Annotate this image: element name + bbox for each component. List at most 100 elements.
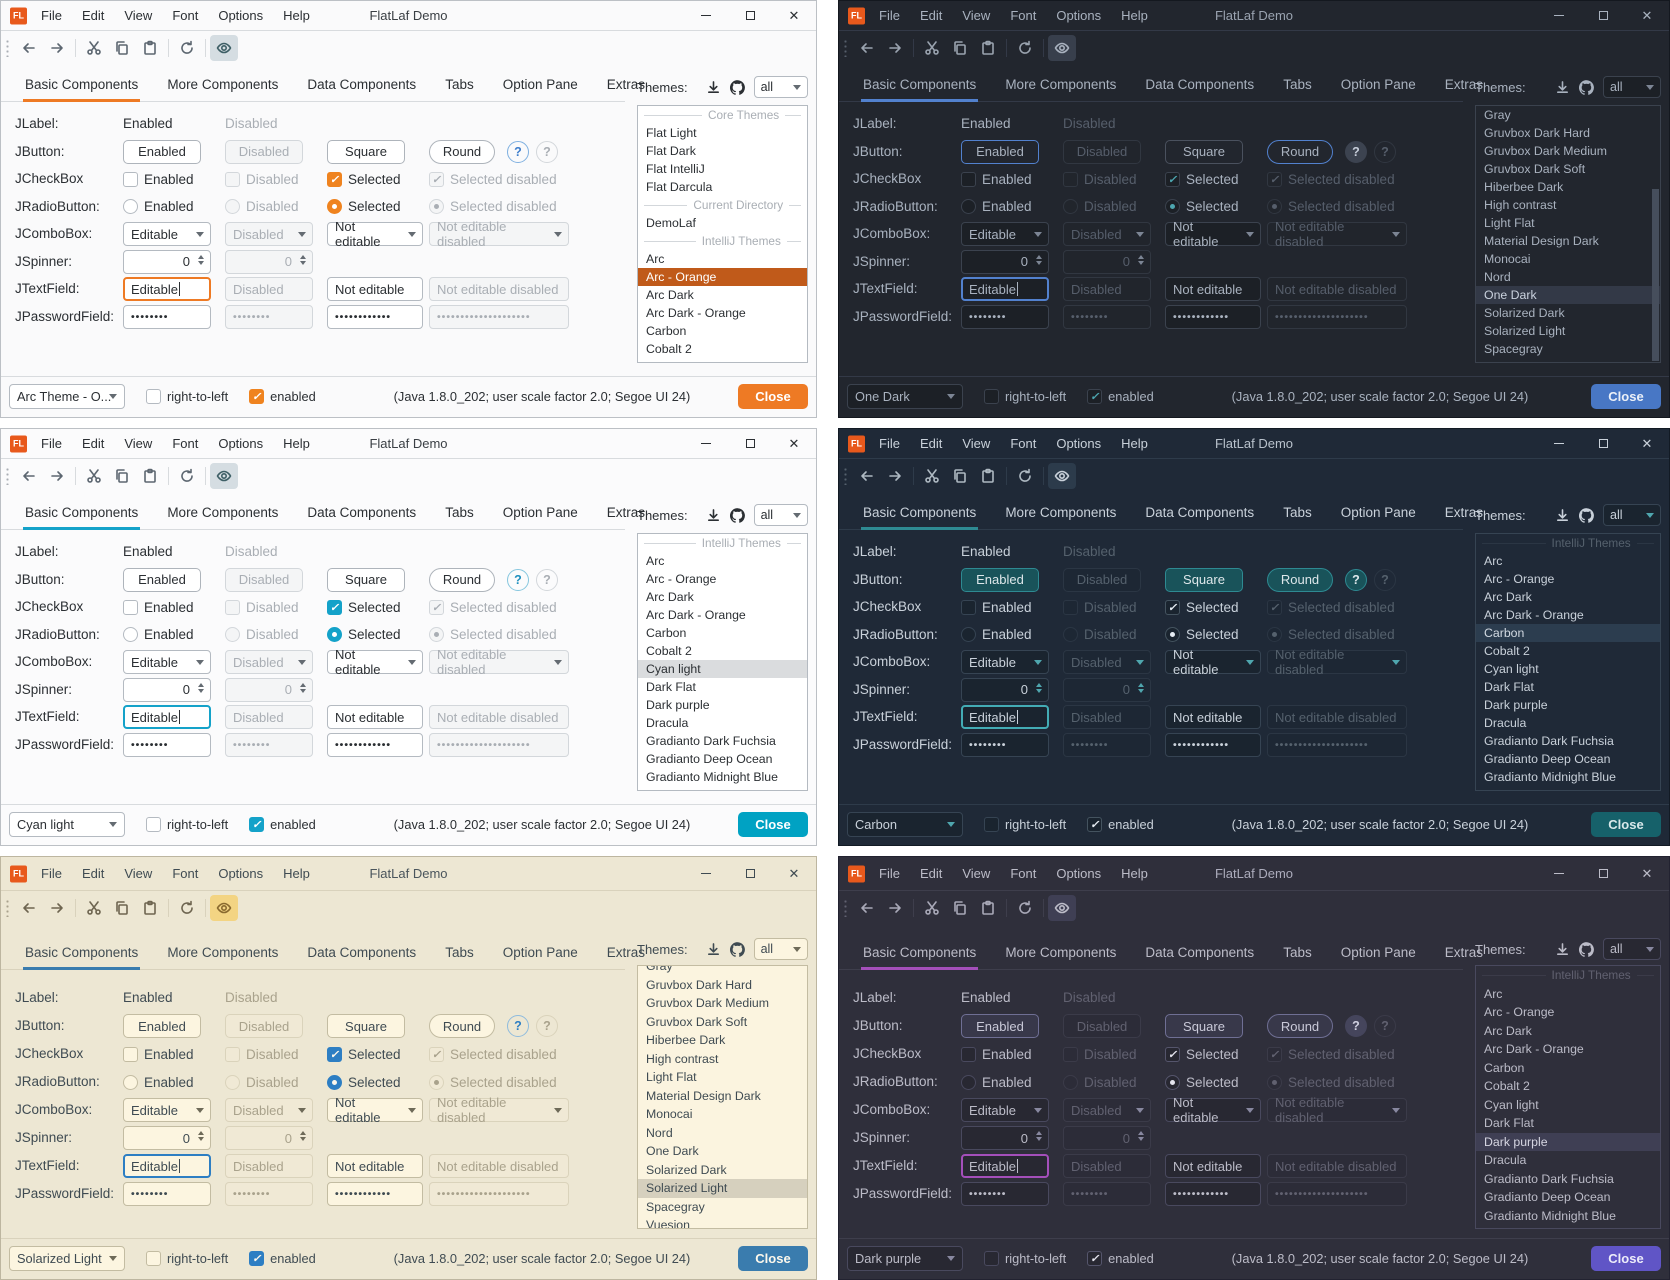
theme-list-item-dracula[interactable]: Dracula [646,716,689,730]
menu-file[interactable]: File [879,866,900,881]
combobox-not-editable[interactable]: Not editable [1165,1095,1261,1125]
checkbox-selected[interactable]: Selected [327,594,401,620]
help-button[interactable]: ? [1345,140,1367,163]
cut-button[interactable] [80,35,108,61]
round-button[interactable]: Round [1267,1014,1333,1038]
tab-more-components[interactable]: More Components [167,945,279,960]
minimize-button[interactable] [684,1,728,30]
theme-list-item-solarized-dark[interactable]: Solarized Dark [1484,306,1565,320]
enabled-checkbox[interactable]: enabled [249,388,316,404]
theme-list-item-gradianto-deep-ocean[interactable]: Gradianto Deep Ocean [1484,752,1611,766]
spinner-arrows-icon[interactable] [1036,1131,1042,1141]
combobox-not-editable[interactable]: Not editable [327,1095,423,1125]
theme-list-item-gruvbox-dark-hard[interactable]: Gruvbox Dark Hard [646,977,752,992]
checkbox-enabled[interactable]: Enabled [961,166,1032,192]
theme-list[interactable]: IntelliJ Themes Arc Arc - Orange Arc Dark Ar… [637,533,808,791]
theme-list-item-spacegray[interactable]: Spacegray [646,1199,705,1214]
show-hidden-toggle-button[interactable] [1048,35,1076,61]
theme-list-item-gradianto-dark-fuchsia[interactable]: Gradianto Dark Fuchsia [646,734,776,748]
paste-button[interactable] [136,895,164,921]
square-button[interactable]: Square [1165,1014,1243,1038]
theme-list-item-arc[interactable]: Arc [646,554,665,568]
spinner-arrows-icon[interactable] [1036,682,1042,693]
github-button[interactable] [1579,941,1594,957]
minimize-button[interactable] [1537,429,1581,458]
theme-list-item-carbon[interactable]: Carbon [1476,624,1660,642]
tab-option-pane[interactable]: Option Pane [1340,945,1416,960]
github-button[interactable] [729,507,745,523]
close-button[interactable]: Close [738,1245,808,1271]
theme-list-item-vuesion[interactable]: Vuesion [646,1218,690,1229]
spinner-arrows-icon[interactable] [198,254,204,265]
checkbox-selected[interactable]: Selected [327,166,401,192]
toolbar-grip[interactable] [6,899,9,917]
theme-list-item-arc-orange[interactable]: Arc - Orange [1484,572,1555,586]
theme-list-item-gruvbox-dark-medium[interactable]: Gruvbox Dark Medium [646,996,770,1010]
menu-view[interactable]: View [962,8,991,23]
menu-file[interactable]: File [879,436,900,451]
radio-enabled[interactable]: Enabled [123,622,194,648]
theme-list[interactable]: IntelliJ Themes Arc Arc - Orange Arc Dark Ar… [1475,533,1661,791]
theme-list-item-cobalt-2[interactable]: Cobalt 2 [1484,1079,1530,1093]
close-button[interactable]: Close [1591,1245,1661,1271]
minimize-button[interactable] [1537,1,1581,30]
tab-option-pane[interactable]: Option Pane [502,77,578,92]
close-window-button[interactable]: ✕ [772,1,816,30]
close-window-button[interactable]: ✕ [1625,429,1669,458]
theme-list-item-gruvbox-dark-hard[interactable]: Gruvbox Dark Hard [1484,126,1590,140]
passwordfield-enabled[interactable]: •••••••• [961,732,1049,757]
forward-button[interactable] [881,35,909,61]
tab-data-components[interactable]: Data Components [307,505,417,520]
theme-list-item-gray[interactable]: Gray [646,965,673,973]
theme-list-item-arc-dark[interactable]: Arc Dark [646,590,694,604]
radio-enabled[interactable]: Enabled [961,1069,1032,1095]
theme-list[interactable]: IntelliJ Themes Arc Arc - Orange Arc Dark Ar… [1475,965,1661,1229]
tab-extras[interactable]: Extras [606,945,646,960]
textfield-not-editable[interactable]: Not editable [1165,1154,1261,1178]
spinner-enabled[interactable]: 0 [961,249,1049,274]
theme-list-item-flat-light[interactable]: Flat Light [646,126,697,140]
refresh-button[interactable] [173,35,201,61]
paste-button[interactable] [974,895,1002,921]
theme-list-item-arc-dark[interactable]: Arc Dark [1484,1023,1532,1038]
refresh-button[interactable] [173,895,201,921]
theme-list-item-dracula[interactable]: Dracula [1484,716,1527,730]
tab-extras[interactable]: Extras [1444,945,1484,960]
enabled-checkbox[interactable]: enabled [1087,816,1154,832]
copy-button[interactable] [946,463,974,489]
theme-list-item-solarized-light[interactable]: Solarized Light [638,1179,807,1198]
theme-list-item-dark-purple[interactable]: Dark purple [1476,1132,1660,1151]
tab-tabs[interactable]: Tabs [1283,77,1312,92]
right-to-left-checkbox[interactable]: right-to-left [984,388,1066,404]
maximize-button[interactable] [728,857,772,890]
combobox-editable[interactable]: Editable [123,222,211,246]
textfield-not-editable[interactable]: Not editable [327,705,423,729]
menu-view[interactable]: View [124,436,153,451]
theme-list-item-flat-dark[interactable]: Flat Dark [646,144,696,158]
paste-button[interactable] [136,35,164,61]
theme-list-item-demolaf[interactable]: DemoLaf [646,216,696,230]
textfield-not-editable[interactable]: Not editable [1165,277,1261,301]
radio-enabled[interactable]: Enabled [123,1069,194,1095]
theme-list-item-arc[interactable]: Arc [1484,554,1503,568]
theme-list-item-high-contrast[interactable]: High contrast [1484,198,1557,212]
radio-enabled[interactable]: Enabled [961,194,1032,220]
theme-list-item-arc-dark-orange[interactable]: Arc Dark - Orange [1484,1042,1584,1056]
square-button[interactable]: Square [327,1014,405,1038]
textfield-not-editable[interactable]: Not editable [327,1154,423,1178]
theme-list-item-cobalt-2[interactable]: Cobalt 2 [1484,644,1530,658]
maximize-button[interactable] [1581,1,1625,30]
theme-list[interactable]: Gray Gruvbox Dark Hard Gruvbox Dark Medium… [637,965,808,1229]
checkbox-selected[interactable]: Selected [1165,166,1239,192]
radio-selected[interactable]: Selected [1165,622,1239,648]
minimize-button[interactable] [684,429,728,458]
forward-button[interactable] [43,895,71,921]
theme-list-item-dark-purple[interactable]: Dark purple [646,698,710,712]
theme-list-item-hiberbee-dark[interactable]: Hiberbee Dark [646,1033,726,1047]
tab-tabs[interactable]: Tabs [1283,505,1312,520]
theme-list-item-cyan-light[interactable]: Cyan light [638,660,807,678]
menu-options[interactable]: Options [1056,866,1102,881]
spinner-enabled[interactable]: 0 [123,249,211,274]
theme-list-item-light-flat[interactable]: Light Flat [646,1070,697,1084]
theme-list-item-arc-dark-orange[interactable]: Arc Dark - Orange [1484,608,1584,622]
